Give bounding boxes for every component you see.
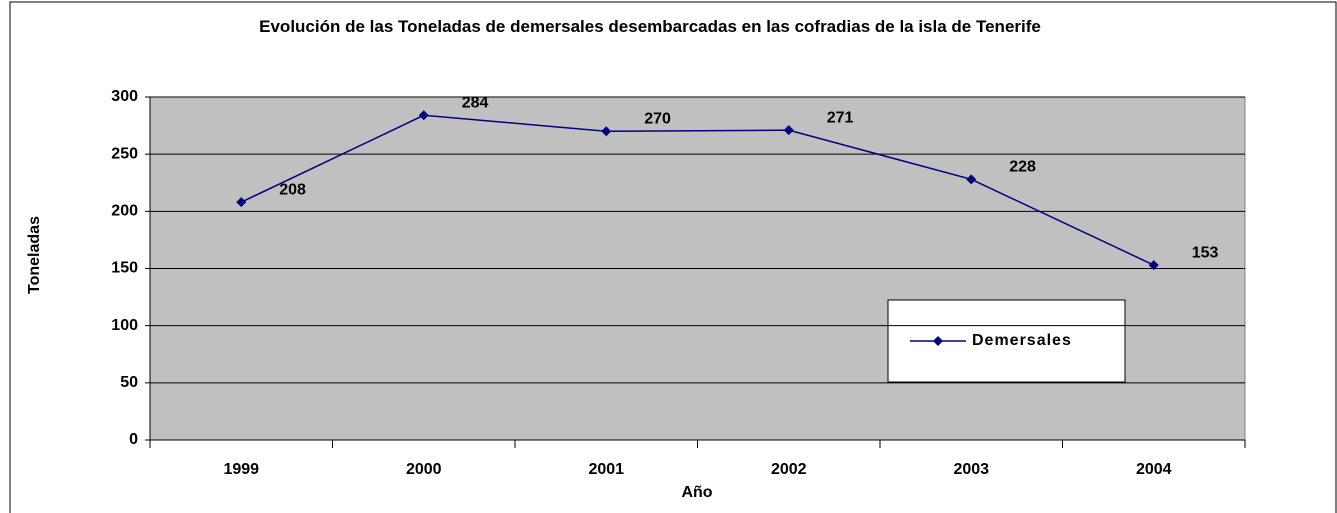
data-point <box>966 174 977 185</box>
data-label: 208 <box>279 181 306 198</box>
x-axis-label: Año <box>681 484 712 501</box>
x-tick-label: 2004 <box>1136 461 1172 478</box>
y-axis-label: Toneladas <box>26 216 43 294</box>
x-tick-label: 1999 <box>223 461 259 478</box>
y-tick-label: 150 <box>111 260 138 277</box>
y-tick-label: 0 <box>129 431 138 448</box>
y-tick-label: 250 <box>111 145 138 162</box>
y-tick-label: 100 <box>111 317 138 334</box>
x-tick-label: 2001 <box>588 461 624 478</box>
legend-marker <box>933 336 943 346</box>
y-tick-label: 300 <box>111 88 138 105</box>
x-tick-label: 2003 <box>953 461 989 478</box>
data-label: 284 <box>462 95 489 112</box>
data-point <box>783 125 794 136</box>
data-label: 228 <box>1009 159 1036 176</box>
data-label: 153 <box>1192 244 1219 261</box>
data-point <box>236 197 247 208</box>
chart-title: Evolución de las Toneladas de demersales… <box>259 17 1041 36</box>
y-tick-label: 200 <box>111 203 138 220</box>
data-point <box>601 126 612 137</box>
series-line <box>240 114 1155 266</box>
x-tick-label: 2000 <box>406 461 442 478</box>
y-tick-label: 50 <box>120 374 138 391</box>
data-point <box>418 110 429 121</box>
x-tick-label: 2002 <box>771 461 807 478</box>
data-label: 271 <box>827 109 854 126</box>
chart-frame <box>9 1 1337 513</box>
data-label: 270 <box>644 111 671 128</box>
legend-label: Demersales <box>972 332 1072 349</box>
data-point <box>1148 260 1159 271</box>
